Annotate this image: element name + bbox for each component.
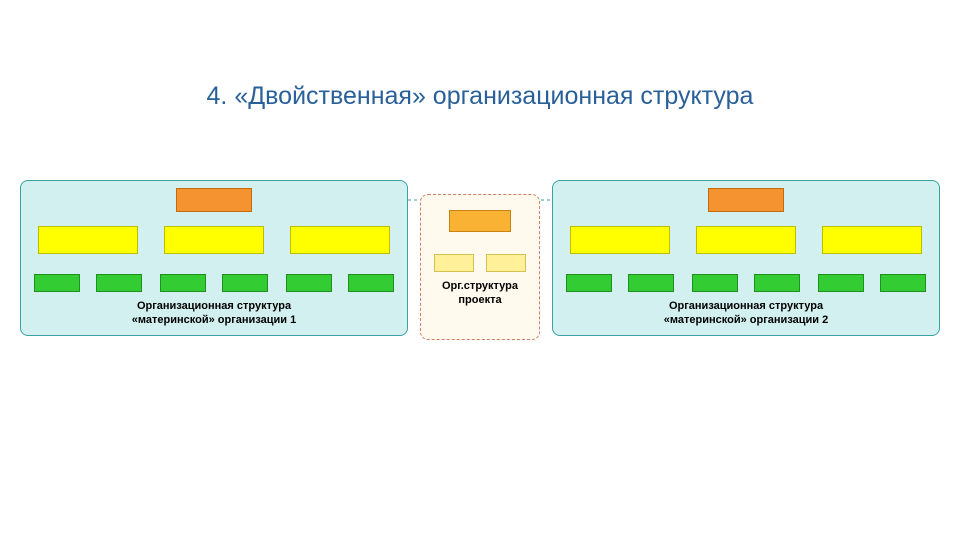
org2-division-0 [570, 226, 670, 254]
page-title: 4. «Двойственная» организационная структ… [0, 82, 960, 111]
caption-project: Орг.структура проекта [420, 280, 540, 308]
org1-unit-5 [348, 274, 394, 292]
project-root [449, 210, 511, 232]
caption-org1: Организационная структура «материнской» … [20, 300, 408, 328]
org1-division-0 [38, 226, 138, 254]
org1-division-2 [290, 226, 390, 254]
org2-unit-0 [566, 274, 612, 292]
org1-unit-1 [96, 274, 142, 292]
org2-root [708, 188, 784, 212]
org2-unit-2 [692, 274, 738, 292]
org-structure-diagram: Организационная структура «материнской» … [0, 180, 960, 360]
org2-unit-5 [880, 274, 926, 292]
org2-division-1 [696, 226, 796, 254]
caption-org2: Организационная структура «материнской» … [552, 300, 940, 328]
org2-division-2 [822, 226, 922, 254]
org2-unit-4 [818, 274, 864, 292]
org2-unit-3 [754, 274, 800, 292]
org1-root [176, 188, 252, 212]
org2-unit-1 [628, 274, 674, 292]
org1-unit-4 [286, 274, 332, 292]
project-unit-0 [434, 254, 474, 272]
org1-unit-0 [34, 274, 80, 292]
org1-division-1 [164, 226, 264, 254]
org1-unit-3 [222, 274, 268, 292]
project-unit-1 [486, 254, 526, 272]
org1-unit-2 [160, 274, 206, 292]
